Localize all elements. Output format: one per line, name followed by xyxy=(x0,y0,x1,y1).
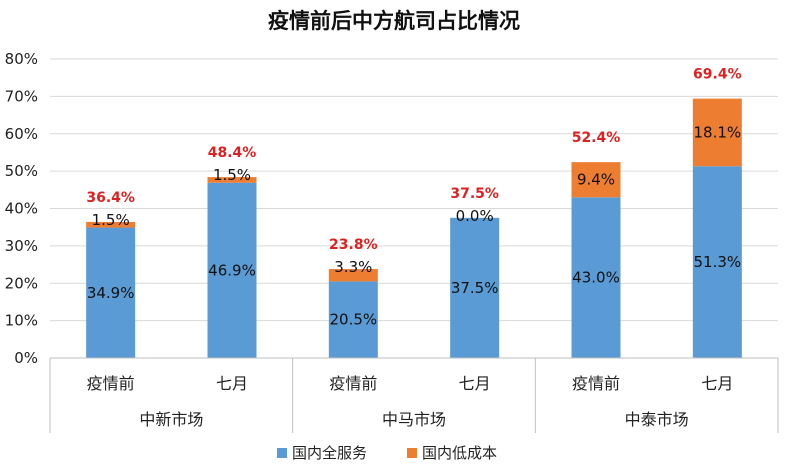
y-tick-label: 40% xyxy=(5,200,38,218)
y-axis-ticks: 0% 10% 20% 30% 40% 50% 60% 70% 80% xyxy=(5,50,38,367)
total-value-label: 52.4% xyxy=(572,130,621,146)
total-value-label: 37.5% xyxy=(450,186,499,202)
y-tick-label: 80% xyxy=(5,50,38,68)
legend-swatch xyxy=(277,448,287,458)
total-value-label: 69.4% xyxy=(693,67,742,83)
segment-value-label: 1.5% xyxy=(92,211,130,229)
x-group-label: 中泰市场 xyxy=(625,410,689,429)
x-category-label: 七月 xyxy=(216,374,248,393)
segment-value-label: 34.9% xyxy=(87,284,135,302)
segment-value-label: 43.0% xyxy=(572,269,620,287)
segment-value-label: 1.5% xyxy=(213,166,251,184)
bars xyxy=(86,98,742,358)
segment-value-label: 20.5% xyxy=(330,311,378,329)
segment-value-label: 0.0% xyxy=(456,207,494,225)
bar-segment-full-service xyxy=(328,281,378,358)
chart-title: 疫情前后中方航司占比情况 xyxy=(268,8,520,33)
y-tick-label: 10% xyxy=(5,312,38,330)
segment-value-label: 51.3% xyxy=(694,253,742,271)
segment-value-label: 9.4% xyxy=(577,171,615,189)
total-value-label: 48.4% xyxy=(208,145,257,161)
y-tick-label: 50% xyxy=(5,162,38,180)
total-value-label: 36.4% xyxy=(86,190,135,206)
bar-segment-full-service xyxy=(86,227,136,358)
x-category-label: 七月 xyxy=(701,374,733,393)
gridlines xyxy=(50,58,778,322)
bar-segment-full-service xyxy=(692,166,742,358)
legend-swatch xyxy=(407,448,417,458)
segment-value-label: 37.5% xyxy=(451,279,499,297)
legend-label: 国内全服务 xyxy=(292,444,367,462)
y-tick-label: 20% xyxy=(5,274,38,292)
y-tick-label: 70% xyxy=(5,87,38,105)
y-tick-label: 0% xyxy=(14,349,38,367)
legend-label: 国内低成本 xyxy=(422,444,497,462)
bar-segment-low-cost xyxy=(207,177,257,183)
segment-value-label: 46.9% xyxy=(208,261,256,279)
bar-segment-full-service xyxy=(207,182,257,358)
bar-segment-low-cost xyxy=(692,98,742,167)
bar-segment-low-cost xyxy=(86,221,136,228)
total-value-label: 23.8% xyxy=(329,237,378,253)
bar-segment-low-cost xyxy=(571,162,621,198)
segment-value-label: 18.1% xyxy=(694,123,742,141)
x-category-label: 疫情前 xyxy=(572,374,620,393)
bar-segment-full-service xyxy=(571,197,621,358)
y-tick-label: 60% xyxy=(5,125,38,143)
bar-segment-low-cost xyxy=(328,269,378,282)
segment-value-label: 3.3% xyxy=(334,258,372,276)
data-labels: 34.9% 1.5% 36.4% 46.9% 1.5% 48.4% 20.5% 3.3% 23.… xyxy=(86,67,741,329)
bar-segment-full-service xyxy=(450,217,500,358)
x-category-label: 疫情前 xyxy=(87,374,135,393)
x-category-label: 七月 xyxy=(459,374,491,393)
legend: 国内全服务 国内低成本 xyxy=(277,444,497,462)
y-tick-label: 30% xyxy=(5,237,38,255)
x-group-label: 中马市场 xyxy=(382,410,446,429)
x-category-label: 疫情前 xyxy=(329,374,377,393)
x-group-label: 中新市场 xyxy=(139,410,203,429)
